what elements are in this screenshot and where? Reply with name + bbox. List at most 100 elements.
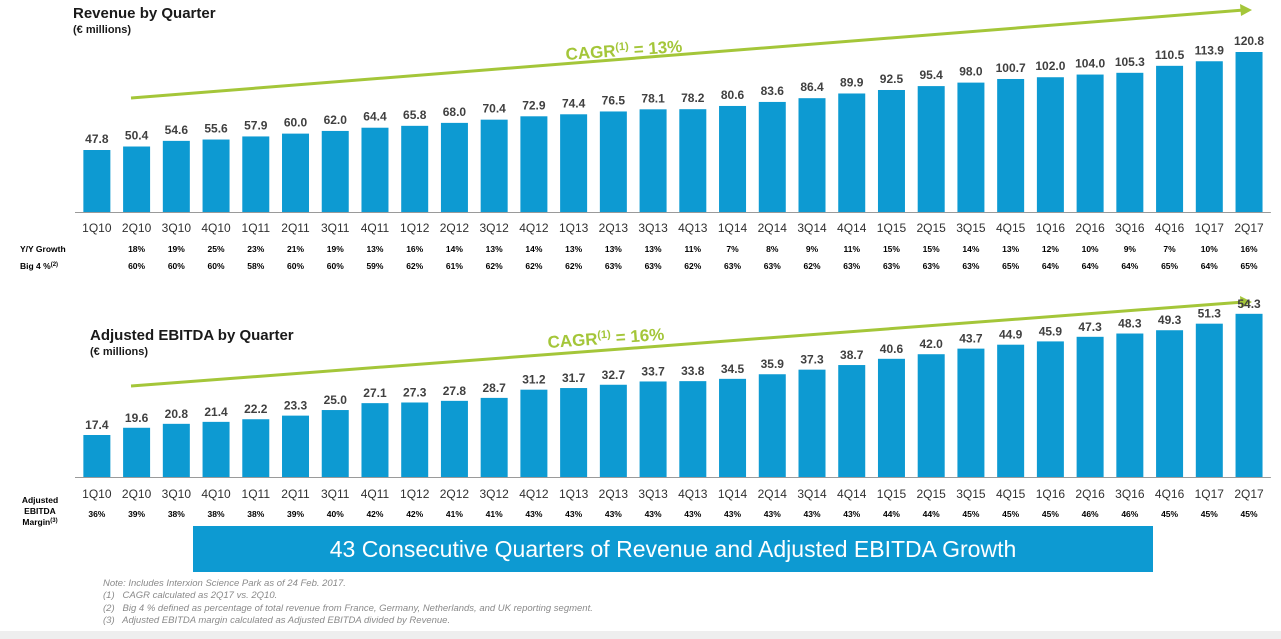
row-value: 21% — [287, 244, 304, 254]
x-tick-label: 3Q14 — [797, 221, 827, 235]
x-tick-label: 4Q13 — [678, 487, 708, 501]
row-value: 44% — [883, 509, 900, 519]
row-value: 39% — [287, 509, 304, 519]
bar — [123, 427, 151, 477]
bar — [1156, 65, 1184, 213]
row-label: Adjusted — [22, 495, 58, 505]
x-tick-label: 2Q10 — [122, 487, 152, 501]
bar — [679, 109, 707, 212]
row-value: 38% — [208, 509, 225, 519]
bar — [997, 344, 1025, 477]
bar — [162, 423, 190, 477]
row-value: 46% — [1121, 509, 1138, 519]
x-tick-label: 2Q13 — [599, 221, 629, 235]
x-tick-label: 2Q16 — [1075, 221, 1105, 235]
x-tick-label: 2Q15 — [917, 487, 947, 501]
x-tick-label: 4Q15 — [996, 221, 1026, 235]
footnote-1: (1) CAGR calculated as 2Q17 vs. 2Q10. — [103, 590, 278, 602]
row-value: 13% — [605, 244, 622, 254]
row-value: 42% — [406, 509, 423, 519]
x-tick-label: 3Q11 — [321, 221, 350, 235]
cagr-arrow-head — [1240, 296, 1252, 308]
bar — [282, 415, 310, 477]
x-tick-label: 4Q12 — [519, 487, 549, 501]
row-value: 63% — [764, 261, 781, 271]
bar — [401, 402, 429, 477]
row-label: Margin(3) — [22, 517, 57, 527]
row-value: 40% — [327, 509, 344, 519]
row-value: 10% — [1201, 244, 1218, 254]
bar — [520, 389, 548, 477]
bar — [440, 400, 468, 477]
x-tick-label: 4Q10 — [201, 487, 231, 501]
bar — [202, 139, 230, 212]
bar-value-label: 31.7 — [562, 371, 586, 385]
row-value: 62% — [803, 261, 820, 271]
bar-value-label: 37.3 — [800, 353, 824, 367]
cagr-arrow-line — [130, 8, 1245, 100]
x-tick-label: 4Q16 — [1155, 487, 1185, 501]
bar-value-label: 23.3 — [284, 399, 308, 413]
x-tick-label: 1Q13 — [559, 487, 589, 501]
bar — [838, 365, 866, 477]
row-value: 42% — [366, 509, 383, 519]
bar-value-label: 86.4 — [800, 80, 824, 94]
bar-value-label: 76.5 — [602, 93, 626, 107]
x-tick-label: 4Q10 — [201, 221, 231, 235]
x-tick-label: 3Q12 — [479, 487, 509, 501]
row-value: 65% — [1002, 261, 1019, 271]
row-value: 45% — [1002, 509, 1019, 519]
row-value: 43% — [843, 509, 860, 519]
x-tick-label: 1Q17 — [1195, 221, 1225, 235]
bar-value-label: 100.7 — [996, 61, 1026, 75]
x-tick-label: 1Q14 — [718, 487, 748, 501]
bar — [957, 82, 985, 212]
bar-value-label: 104.0 — [1075, 57, 1105, 71]
row-value: 39% — [128, 509, 145, 519]
row-value: 64% — [1121, 261, 1138, 271]
bar-value-label: 54.3 — [1237, 297, 1261, 311]
bar-value-label: 51.3 — [1198, 307, 1222, 321]
row-value: 41% — [486, 509, 503, 519]
bar-value-label: 70.4 — [482, 102, 506, 116]
bar — [639, 109, 667, 212]
x-tick-label: 3Q13 — [638, 487, 668, 501]
x-tick-label: 3Q14 — [797, 487, 827, 501]
bar-value-label: 28.7 — [482, 381, 506, 395]
row-value: 13% — [486, 244, 503, 254]
row-value: 65% — [1161, 261, 1178, 271]
bar — [83, 435, 111, 477]
bar-value-label: 113.9 — [1195, 43, 1225, 57]
x-tick-label: 3Q11 — [321, 487, 350, 501]
bar — [202, 421, 230, 477]
row-value: 14% — [525, 244, 542, 254]
row-value: 61% — [446, 261, 463, 271]
row-value: 60% — [168, 261, 185, 271]
x-tick-label: 2Q15 — [917, 221, 947, 235]
bar-value-label: 27.3 — [403, 385, 427, 399]
bar-value-label: 22.2 — [244, 402, 268, 416]
x-tick-label: 1Q10 — [82, 221, 112, 235]
footnotes: Note: Includes Interxion Science Park as… — [103, 578, 593, 628]
row-value: 45% — [1241, 509, 1258, 519]
row-value: 19% — [327, 244, 344, 254]
row-value: 9% — [1124, 244, 1137, 254]
row-value: 15% — [883, 244, 900, 254]
row-value: 60% — [128, 261, 145, 271]
bar — [361, 403, 389, 477]
bar-value-label: 35.9 — [761, 357, 785, 371]
row-label: Y/Y Growth — [20, 244, 66, 254]
row-value: 25% — [208, 244, 225, 254]
row-value: 62% — [565, 261, 582, 271]
bar — [599, 384, 627, 477]
row-value: 45% — [1042, 509, 1059, 519]
bar — [480, 119, 508, 212]
x-tick-label: 4Q15 — [996, 487, 1026, 501]
x-tick-label: 4Q11 — [361, 487, 390, 501]
bar — [679, 381, 707, 477]
bar-value-label: 27.8 — [443, 384, 467, 398]
bar-value-label: 48.3 — [1118, 317, 1142, 331]
bar-value-label: 89.9 — [840, 75, 864, 89]
row-value: 58% — [247, 261, 264, 271]
bar-value-label: 17.4 — [85, 418, 109, 432]
